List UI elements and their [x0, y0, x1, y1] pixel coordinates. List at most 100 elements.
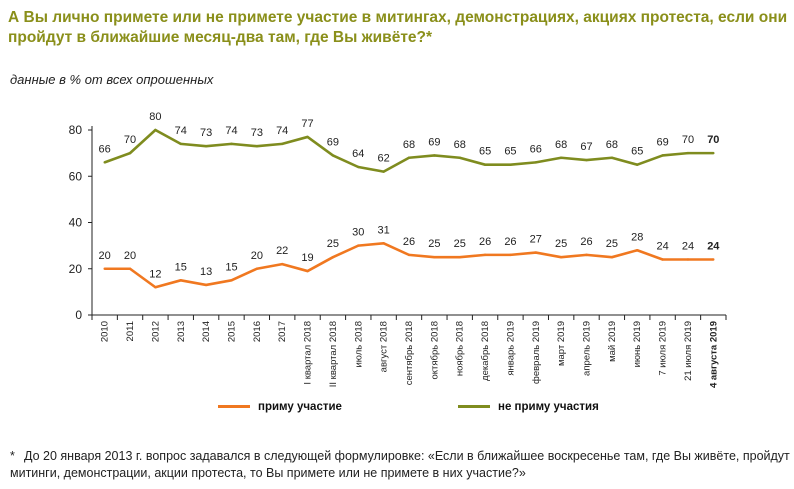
y-axis-ticks: 0 20 40 60 80 — [69, 123, 92, 322]
data-label: 13 — [200, 266, 212, 278]
chart-title: А Вы лично примете или не примете участи… — [8, 9, 788, 46]
x-tick-label: июль 2018 — [353, 321, 364, 368]
data-point — [559, 156, 563, 159]
data-point — [610, 255, 614, 259]
chart-axes — [91, 126, 726, 316]
x-tick-label: август 2018 — [379, 321, 390, 372]
data-point — [686, 151, 690, 155]
data-point — [128, 151, 132, 155]
data-point — [103, 267, 106, 270]
data-label: 15 — [225, 261, 237, 273]
data-point — [610, 156, 614, 159]
data-label: 20 — [124, 250, 136, 262]
data-label: 20 — [251, 250, 263, 262]
data-label: 26 — [479, 236, 491, 248]
data-label: 28 — [631, 231, 643, 243]
x-tick-label: 2014 — [201, 321, 212, 342]
x-tick-label: 2016 — [252, 321, 263, 342]
legend-item-not-participate: не приму участия — [458, 401, 599, 413]
data-point — [382, 170, 385, 173]
data-point — [433, 154, 436, 157]
x-tick-label: 2017 — [277, 321, 288, 342]
x-tick-label: 7 июля 2019 — [658, 321, 669, 376]
data-point — [509, 163, 512, 166]
data-label: 68 — [403, 139, 415, 151]
data-point — [281, 142, 284, 146]
y-tick-label: 80 — [69, 123, 83, 137]
data-point — [230, 142, 233, 146]
x-tick-label: 2013 — [176, 321, 187, 342]
data-point — [331, 255, 335, 259]
data-point — [230, 279, 233, 282]
data-point — [686, 258, 690, 261]
data-label: 68 — [454, 139, 466, 151]
x-tick-label: январь 2019 — [505, 321, 516, 376]
x-tick-label: март 2019 — [556, 321, 567, 366]
footnote-text: До 20 января 2013 г. вопрос задавался в … — [10, 449, 790, 480]
legend-swatch-not-participate — [458, 405, 490, 409]
x-tick-label: I квартал 2018 — [303, 321, 314, 385]
data-point — [204, 283, 208, 287]
data-point — [534, 161, 537, 164]
x-axis-ticks: 2010 2011 2012 2013 2014 2015 2016 2017 I кварта… — [91, 315, 727, 388]
data-point — [509, 253, 512, 257]
data-label: 15 — [175, 261, 187, 273]
y-tick-label: 40 — [69, 216, 83, 230]
data-label: 80 — [149, 111, 161, 123]
x-tick-label: 21 июля 2019 — [683, 321, 694, 381]
data-label: 26 — [580, 236, 592, 248]
legend-label-participate: приму участие — [258, 401, 342, 413]
data-point — [534, 251, 537, 254]
x-tick-label: 2015 — [226, 321, 237, 342]
data-point — [636, 163, 639, 166]
data-label: 25 — [606, 238, 618, 250]
data-point — [661, 258, 664, 261]
data-label: 70 — [682, 134, 694, 146]
data-point — [585, 253, 588, 257]
x-tick-label: 2010 — [100, 321, 111, 342]
legend-swatch-participate — [218, 405, 250, 409]
x-tick-label: 4 августа 2019 — [708, 321, 719, 388]
data-label: 12 — [149, 268, 161, 280]
data-label: 69 — [656, 136, 668, 148]
x-tick-label: сентябрь 2018 — [404, 321, 415, 385]
data-label: 74 — [175, 125, 187, 137]
x-tick-label: 2012 — [150, 321, 161, 342]
data-point — [382, 242, 385, 245]
chart-subtitle: данные в % от всех опрошенных — [10, 72, 214, 87]
data-point — [407, 253, 411, 257]
data-point — [661, 154, 664, 157]
data-point — [483, 253, 487, 257]
data-point — [585, 158, 588, 162]
data-label: 74 — [276, 125, 288, 137]
data-label: 70 — [124, 134, 136, 146]
data-label: 65 — [631, 146, 643, 158]
data-point — [255, 144, 259, 148]
data-label: 68 — [555, 139, 567, 151]
data-label: 27 — [530, 234, 542, 246]
data-point — [204, 144, 208, 148]
data-label: 30 — [352, 227, 364, 239]
data-label: 74 — [225, 125, 237, 137]
data-label: 77 — [301, 118, 313, 130]
x-tick-label: декабрь 2018 — [480, 321, 491, 381]
data-point — [458, 255, 461, 259]
data-label: 69 — [327, 136, 339, 148]
data-label: 22 — [276, 245, 288, 257]
data-point — [357, 165, 360, 169]
data-point — [458, 156, 461, 159]
data-label: 26 — [403, 236, 415, 248]
data-point — [103, 161, 106, 164]
series-line-not-participate — [104, 128, 714, 173]
data-label: 68 — [606, 139, 618, 151]
data-point — [712, 258, 715, 261]
data-label: 25 — [428, 238, 440, 250]
data-label: 24 — [707, 241, 720, 253]
data-label: 69 — [428, 136, 440, 148]
data-point — [306, 269, 309, 273]
x-tick-label: апрель 2019 — [582, 321, 593, 376]
data-label: 66 — [530, 143, 542, 155]
data-label: 73 — [251, 127, 263, 139]
x-tick-label: февраль 2019 — [531, 321, 542, 384]
